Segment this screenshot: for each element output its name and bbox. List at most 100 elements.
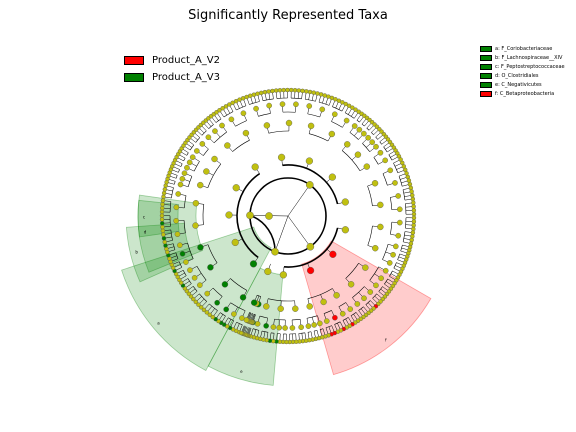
branch-arc [189,144,195,151]
taxon-node [331,111,338,118]
clade-letter-label: d [144,230,147,235]
taxon-node [242,129,250,137]
branch-arc [356,120,360,123]
taxon-node [410,193,415,198]
branch-arc [382,173,388,186]
branch-arc [379,141,382,145]
branch-arc [341,150,361,172]
taxa-legend-entry: e: C_Negativicutes [480,80,565,89]
taxon-node [227,102,232,107]
branch-arc [291,97,302,100]
taxon-node [250,299,258,306]
taxon-node [292,305,299,312]
clade-sector [301,240,432,376]
taxon-node [263,303,270,310]
taxon-node [160,202,165,207]
taxon-node [223,104,229,109]
taxon-node [411,211,417,217]
taxon-node [160,205,165,211]
taxon-node [354,151,362,158]
taxa-legend-label: e: C_Negativicutes [495,81,542,88]
taxon-node [296,88,302,93]
taxon-node [306,103,313,109]
taxon-node [332,314,338,321]
taxon-node [159,213,165,218]
branch-arc [276,97,288,99]
taxon-node [411,200,416,205]
taxon-node [409,189,414,194]
taxon-node [408,185,414,191]
taxon-node [266,102,272,109]
taxon-node [187,267,193,273]
taxon-node [406,178,412,183]
branch-arc [378,286,383,292]
taxon-node [179,250,186,257]
branch-arc [170,229,173,241]
taxon-node [339,310,346,317]
taxa-legend-label: a: F_Coriobacteriaceae [495,45,553,52]
taxon-node [411,223,416,228]
taxon-node [219,122,225,129]
taxon-node [411,219,417,224]
taxon-node [160,224,165,230]
taxon-node [162,187,168,192]
branch-arc [232,139,250,152]
taxon-node [371,180,379,187]
taxon-node [264,267,272,276]
taxon-node [365,134,371,141]
branch-arc [203,148,209,156]
taxon-node [346,103,352,108]
clade-letter-label: a [157,321,160,326]
branch-arc [252,328,260,331]
taxon-node [344,141,351,148]
taxon-node [318,92,324,97]
taxa-legend-label: f: C_Betaproteobacteria [495,90,555,97]
taxon-node [173,204,180,211]
branch-arc [397,253,401,260]
branch-arc [171,187,174,199]
branch-arc [334,321,341,325]
cladogram-nodes [159,87,417,345]
branch-arc [249,214,276,252]
taxon-node [373,143,379,150]
branch-arc [361,123,365,127]
taxon-node [263,323,269,329]
taxon-node [263,122,271,129]
taxon-node [305,323,312,329]
taxon-node [282,325,288,331]
taxon-node [192,222,199,229]
branch-arc [268,130,289,134]
taxon-node [204,310,210,315]
class-legend: Product_A_V2 Product_A_V3 [124,52,220,86]
branch-arc [349,132,359,140]
branch-arc [358,306,364,311]
taxon-node [248,93,253,98]
taxon-node [240,110,247,117]
taxon-node [293,101,299,108]
taxon-node [214,110,219,115]
legend-swatch-red [124,56,144,65]
branch-arc [186,152,189,156]
taxon-node [217,108,222,113]
branch-arc [371,132,374,135]
taxa-legend-entry: c: F_Peptostreptococcaceae [480,62,565,71]
legend-label: Product_A_V2 [152,55,221,66]
taxon-node [382,267,389,274]
branch-arc [202,204,205,225]
taxon-node [196,302,201,307]
taxon-node [397,219,403,226]
branch-line [274,215,289,252]
taxon-node [162,239,167,245]
taxon-node [407,182,413,187]
taxa-legend-label: b: F_Lachnospiraceae__XIV [495,54,563,61]
taxon-node [220,106,225,111]
taxon-node [203,168,210,175]
branch-arc [313,330,318,332]
branch-arc [215,118,222,123]
taxon-node [183,259,189,265]
legend-swatch-green [480,72,492,79]
branch-arc [383,146,388,153]
taxon-node [159,217,165,222]
branch-arc [187,243,194,259]
clade-letter-label: e [240,369,243,374]
